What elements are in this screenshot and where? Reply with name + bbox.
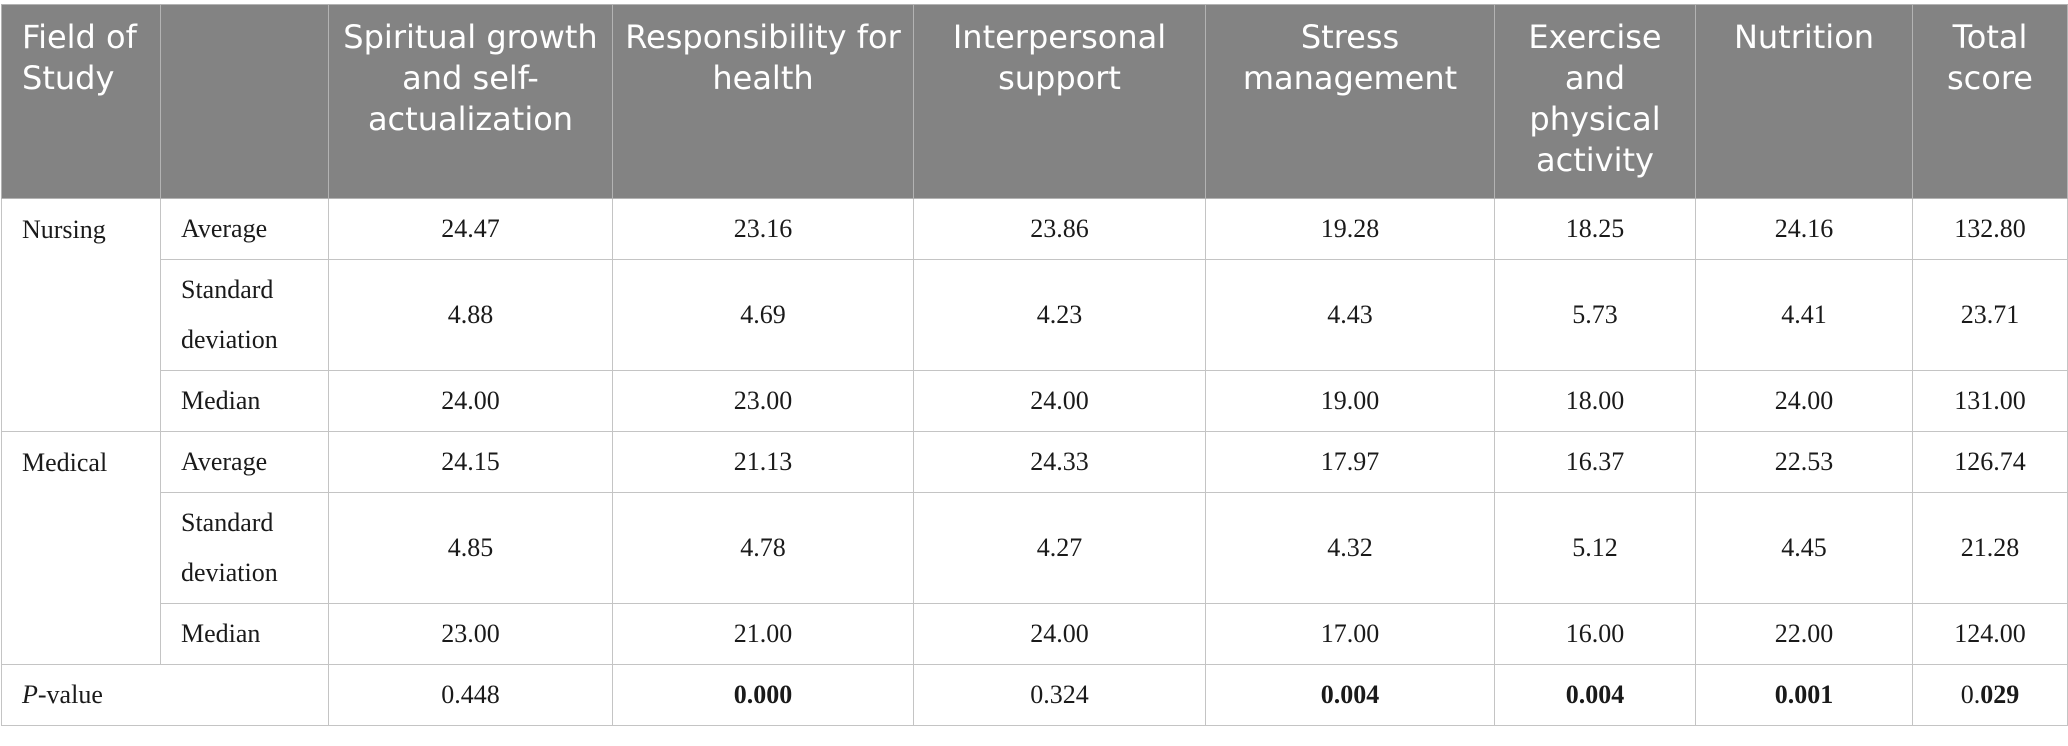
- pvalue-cell-significant: 0.004: [1494, 664, 1696, 726]
- table-row: Median 24.00 23.00 24.00 19.00 18.00 24.…: [2, 370, 2068, 432]
- value-cell: 21.00: [612, 603, 914, 665]
- value-cell: 17.97: [1205, 431, 1495, 493]
- stat-cell: Average: [160, 431, 329, 493]
- pvalue-label: P-value: [1, 664, 329, 726]
- data-table: Field of Study Spiritual growth and self…: [1, 4, 2068, 726]
- stat-cell: Median: [160, 370, 329, 432]
- pvalue-row: P-value 0.448 0.000 0.324 0.004 0.004 0.…: [1, 664, 2068, 726]
- table-row: Medical Average 24.15 21.13 24.33 17.97 …: [1, 431, 2068, 665]
- value-cell: 23.86: [913, 198, 1206, 260]
- value-cell: 23.00: [612, 370, 914, 432]
- value-cell: 24.15: [328, 431, 613, 493]
- header-stress: Stress management: [1205, 4, 1495, 199]
- pvalue-cell-significant: 0.000: [612, 664, 914, 726]
- header-responsibility: Responsibility for health: [612, 4, 914, 199]
- value-cell: 24.00: [328, 370, 613, 432]
- value-cell: 24.16: [1695, 198, 1913, 260]
- field-cell-nursing: Nursing: [1, 198, 161, 432]
- value-cell: 4.69: [612, 259, 914, 371]
- value-cell: 17.00: [1205, 603, 1495, 665]
- pvalue-cell: 0.448: [328, 664, 613, 726]
- value-cell: 4.27: [913, 492, 1206, 604]
- value-cell: 5.12: [1494, 492, 1696, 604]
- value-cell: 19.00: [1205, 370, 1495, 432]
- header-exercise: Exercise and physical activity: [1494, 4, 1696, 199]
- value-cell: 24.47: [328, 198, 613, 260]
- field-cell-medical: Medical: [1, 431, 161, 665]
- pvalue-cell-significant: 0.004: [1205, 664, 1495, 726]
- value-cell: 24.00: [913, 370, 1206, 432]
- value-cell: 4.43: [1205, 259, 1495, 371]
- header-field-of-study: Field of Study: [1, 4, 161, 199]
- pvalue-total-prefix: 0.: [1960, 680, 1981, 709]
- value-cell: 23.16: [612, 198, 914, 260]
- value-cell: 4.85: [328, 492, 613, 604]
- value-cell: 23.71: [1912, 259, 2068, 371]
- pvalue-cell-total: 0.029: [1912, 664, 2068, 726]
- value-cell: 5.73: [1494, 259, 1696, 371]
- value-cell: 16.00: [1494, 603, 1696, 665]
- value-cell: 22.53: [1695, 431, 1913, 493]
- pvalue-cell: 0.324: [913, 664, 1206, 726]
- value-cell: 16.37: [1494, 431, 1696, 493]
- table-row: Standard deviation 4.85 4.78 4.27 4.32 5…: [2, 492, 2068, 604]
- table-row: Nursing Average 24.47 23.16 23.86 19.28 …: [1, 198, 2068, 432]
- header-interpersonal: Interpersonal support: [913, 4, 1206, 199]
- header-nutrition: Nutrition: [1695, 4, 1913, 199]
- value-cell: 126.74: [1912, 431, 2068, 493]
- value-cell: 131.00: [1912, 370, 2068, 432]
- value-cell: 132.80: [1912, 198, 2068, 260]
- value-cell: 4.41: [1695, 259, 1913, 371]
- stat-cell: Median: [160, 603, 329, 665]
- stat-cell: Standard deviation: [160, 492, 329, 604]
- value-cell: 4.78: [612, 492, 914, 604]
- pvalue-label-p: P: [22, 680, 38, 709]
- pvalue-total-bold: 029: [1980, 680, 2020, 709]
- header-spiritual-growth: Spiritual growth and self-actualization: [328, 4, 613, 199]
- value-cell: 4.88: [328, 259, 613, 371]
- value-cell: 23.00: [328, 603, 613, 665]
- value-cell: 24.33: [913, 431, 1206, 493]
- value-cell: 21.13: [612, 431, 914, 493]
- value-cell: 22.00: [1695, 603, 1913, 665]
- pvalue-label-rest: -value: [37, 680, 103, 709]
- value-cell: 4.32: [1205, 492, 1495, 604]
- stat-cell: Standard deviation: [160, 259, 329, 371]
- pvalue-cell-significant: 0.001: [1695, 664, 1913, 726]
- table-row: Median 23.00 21.00 24.00 17.00 16.00 22.…: [2, 603, 2068, 665]
- table-row: Standard deviation 4.88 4.69 4.23 4.43 5…: [2, 259, 2068, 371]
- header-stat: [160, 4, 329, 199]
- value-cell: 19.28: [1205, 198, 1495, 260]
- value-cell: 18.25: [1494, 198, 1696, 260]
- stat-cell: Average: [160, 198, 329, 260]
- header-row: Field of Study Spiritual growth and self…: [1, 4, 2068, 199]
- value-cell: 18.00: [1494, 370, 1696, 432]
- header-total: Total score: [1912, 4, 2068, 199]
- value-cell: 24.00: [1695, 370, 1913, 432]
- value-cell: 124.00: [1912, 603, 2068, 665]
- value-cell: 4.23: [913, 259, 1206, 371]
- value-cell: 21.28: [1912, 492, 2068, 604]
- value-cell: 24.00: [913, 603, 1206, 665]
- value-cell: 4.45: [1695, 492, 1913, 604]
